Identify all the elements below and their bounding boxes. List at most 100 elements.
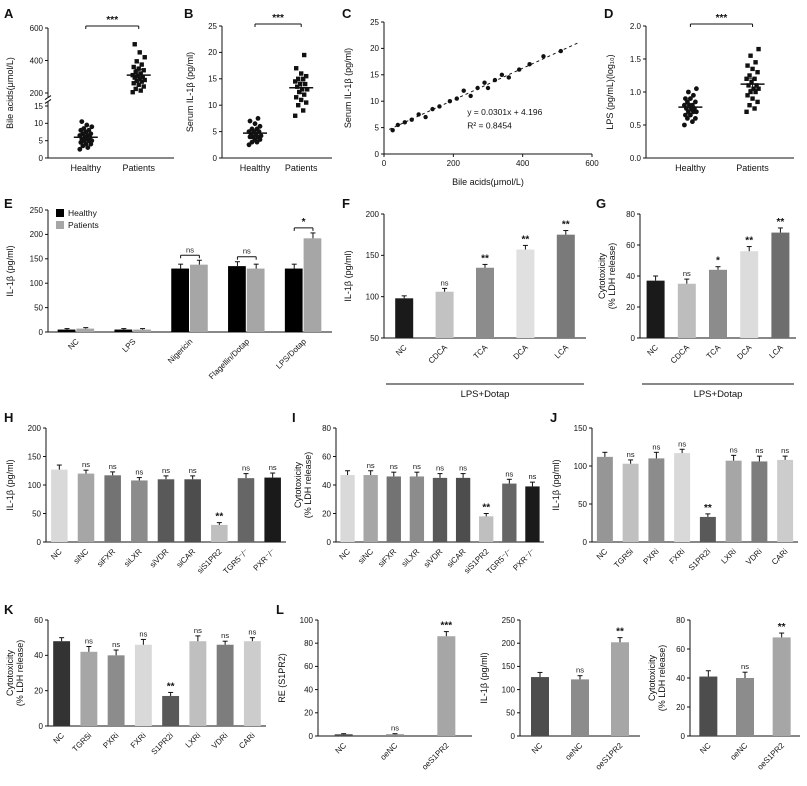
svg-text:25: 25	[370, 18, 379, 27]
svg-text:oeS1PR2: oeS1PR2	[755, 741, 786, 772]
svg-text:ns: ns	[243, 247, 251, 256]
svg-text:Cytotoxicity: Cytotoxicity	[647, 654, 657, 701]
svg-text:50: 50	[32, 509, 41, 518]
svg-text:ns: ns	[242, 464, 250, 473]
svg-text:40: 40	[322, 481, 331, 490]
panel-L2: 0 50 100 150 200 250 IL-1β (pg/ml) NC ns oeNC ** oe…	[478, 602, 644, 782]
svg-text:ns: ns	[162, 466, 170, 475]
svg-text:100: 100	[300, 616, 314, 625]
svg-text:LPS: LPS	[121, 337, 138, 354]
chart-bile-acids-dotplot: 200 400 600 0 5 10 15 Bile acids(μmol/L) Healthy…	[4, 8, 178, 188]
svg-text:NC: NC	[51, 731, 66, 746]
svg-text:150: 150	[30, 255, 44, 264]
svg-text:**: **	[777, 217, 785, 228]
svg-text:siFXR: siFXR	[95, 547, 117, 569]
svg-text:ns: ns	[683, 269, 691, 278]
svg-text:0: 0	[375, 150, 380, 159]
svg-text:10: 10	[370, 97, 379, 106]
svg-text:ns: ns	[678, 439, 686, 448]
svg-text:CDCA: CDCA	[427, 343, 450, 366]
svg-text:LPS/Dotap: LPS/Dotap	[274, 337, 308, 371]
chart-bile-acid-il1b-bar: 50 100 150 200 IL-1β (pg/ml) NC ns CDCA ** TCA ** D…	[342, 198, 594, 404]
svg-text:S1PR2i: S1PR2i	[149, 731, 175, 757]
svg-text:**: **	[215, 512, 223, 523]
panel-L3: 0 20 40 60 80 Cytotoxicity (% LDH release) NC ns…	[646, 602, 804, 782]
svg-text:TGR5i: TGR5i	[612, 547, 635, 570]
svg-text:ns: ns	[135, 468, 143, 477]
svg-text:(% LDH release): (% LDH release)	[657, 645, 667, 712]
svg-text:40: 40	[626, 272, 635, 281]
svg-text:ns: ns	[390, 462, 398, 471]
svg-text:ns: ns	[189, 466, 197, 475]
chart-knockdown-il1b-bar: 0 50 100 150 200 IL-1β (pg/ml) NC ns siNC ns siFXR…	[4, 412, 290, 598]
svg-text:0: 0	[583, 538, 588, 547]
svg-text:20: 20	[370, 44, 379, 53]
svg-text:5: 5	[375, 123, 380, 132]
svg-text:Healthy: Healthy	[68, 208, 98, 218]
chart-overexpression-ldh-bar: 0 20 40 60 80 Cytotoxicity (% LDH release) NC ns…	[646, 604, 804, 782]
svg-text:Patients: Patients	[285, 163, 318, 173]
svg-text:LPS+Dotap: LPS+Dotap	[694, 389, 743, 400]
svg-text:Cytotoxicity: Cytotoxicity	[5, 649, 15, 696]
svg-text:siS1PR2: siS1PR2	[195, 547, 224, 576]
svg-text:150: 150	[28, 452, 42, 461]
svg-text:IL-1β (pg/ml): IL-1β (pg/ml)	[343, 250, 353, 301]
svg-text:0: 0	[37, 538, 42, 547]
panel-label-e: E	[4, 196, 13, 211]
svg-text:ns: ns	[112, 640, 120, 649]
svg-text:ns: ns	[652, 442, 660, 451]
svg-text:Healthy: Healthy	[71, 163, 102, 173]
svg-text:siCAR: siCAR	[175, 547, 198, 570]
svg-text:S1PR2i: S1PR2i	[687, 547, 713, 573]
svg-text:250: 250	[30, 206, 44, 215]
svg-text:0: 0	[382, 159, 387, 168]
svg-text:50: 50	[578, 500, 587, 509]
chart-inhibitor-ldh-bar: 0 20 40 60 Cytotoxicity (% LDH release) NC ns TG…	[4, 604, 270, 782]
svg-text:TGR5i: TGR5i	[71, 731, 94, 754]
svg-text:600: 600	[30, 24, 44, 33]
svg-text:20: 20	[208, 48, 217, 57]
panel-I: I 0 20 40 60 80 Cytotoxicity (% LDH release) NC…	[292, 410, 548, 598]
svg-text:5: 5	[39, 136, 44, 145]
svg-text:ns: ns	[741, 662, 749, 671]
chart-overexpression-re-bar: 0 20 40 60 80 100 RE (S1PR2) NC ns oeNC *** oeS1PR2	[276, 604, 476, 782]
svg-text:60: 60	[34, 616, 43, 625]
svg-text:*: *	[302, 217, 306, 228]
svg-text:ns: ns	[755, 446, 763, 455]
chart-inflammasome-grouped-bar: 0 50 100 150 200 250 IL-1β (pg/ml) NC LPS Nigeric…	[4, 198, 338, 408]
chart-inhibitor-il1b-bar: 0 50 100 150 IL-1β (pg/ml) NC ns TGR5i ns PXRi ns F…	[550, 412, 802, 598]
svg-text:ns: ns	[781, 446, 789, 455]
svg-text:PXR⁻/⁻: PXR⁻/⁻	[511, 547, 537, 573]
svg-text:0: 0	[39, 328, 44, 337]
svg-text:PXRi: PXRi	[642, 547, 661, 566]
svg-text:10: 10	[34, 119, 43, 128]
svg-text:100: 100	[502, 685, 516, 694]
svg-text:siVDR: siVDR	[422, 547, 445, 570]
svg-text:20: 20	[676, 703, 685, 712]
svg-text:20: 20	[304, 709, 313, 718]
panel-label-j: J	[550, 410, 558, 425]
svg-text:*: *	[716, 256, 720, 267]
panel-label-c: C	[342, 6, 352, 21]
panel-label-h: H	[4, 410, 14, 425]
svg-text:DCA: DCA	[512, 343, 531, 362]
svg-text:80: 80	[676, 616, 685, 625]
panel-K: K 0 20 40 60 Cytotoxicity (% LDH release) NC ns…	[4, 602, 270, 782]
panel-F: F 50 100 150 200 IL-1β (pg/ml) NC ns CDCA ** TCA *…	[342, 196, 594, 404]
chart-knockdown-ldh-bar: 0 20 40 60 80 Cytotoxicity (% LDH release) NC ns…	[292, 412, 548, 598]
svg-text:Patients: Patients	[122, 163, 155, 173]
chart-overexpression-il1b-bar: 0 50 100 150 200 250 IL-1β (pg/ml) NC ns oeNC ** oe…	[478, 604, 644, 782]
svg-text:60: 60	[304, 662, 313, 671]
chart-correlation-scatter: 0 5 10 15 20 25 0 200 400 600 Serum IL-1β (pg/ml) B…	[342, 8, 602, 188]
panel-J: J 0 50 100 150 IL-1β (pg/ml) NC ns TGR5i ns PXRi n…	[550, 410, 802, 598]
svg-text:ns: ns	[367, 461, 375, 470]
svg-text:10: 10	[208, 101, 217, 110]
svg-text:NC: NC	[66, 337, 81, 352]
panel-E: E 0 50 100 150 200 250 IL-1β (pg/ml) NC LPS Niger…	[4, 196, 338, 408]
svg-text:400: 400	[30, 56, 44, 65]
panel-C: C 0 5 10 15 20 25 0 200 400 600 Serum IL-1β (pg/ml…	[342, 6, 602, 188]
svg-text:Flagellin/Dotap: Flagellin/Dotap	[207, 337, 251, 381]
panel-label-l: L	[276, 602, 284, 617]
svg-text:150: 150	[574, 424, 588, 433]
svg-text:siFXR: siFXR	[376, 547, 398, 569]
